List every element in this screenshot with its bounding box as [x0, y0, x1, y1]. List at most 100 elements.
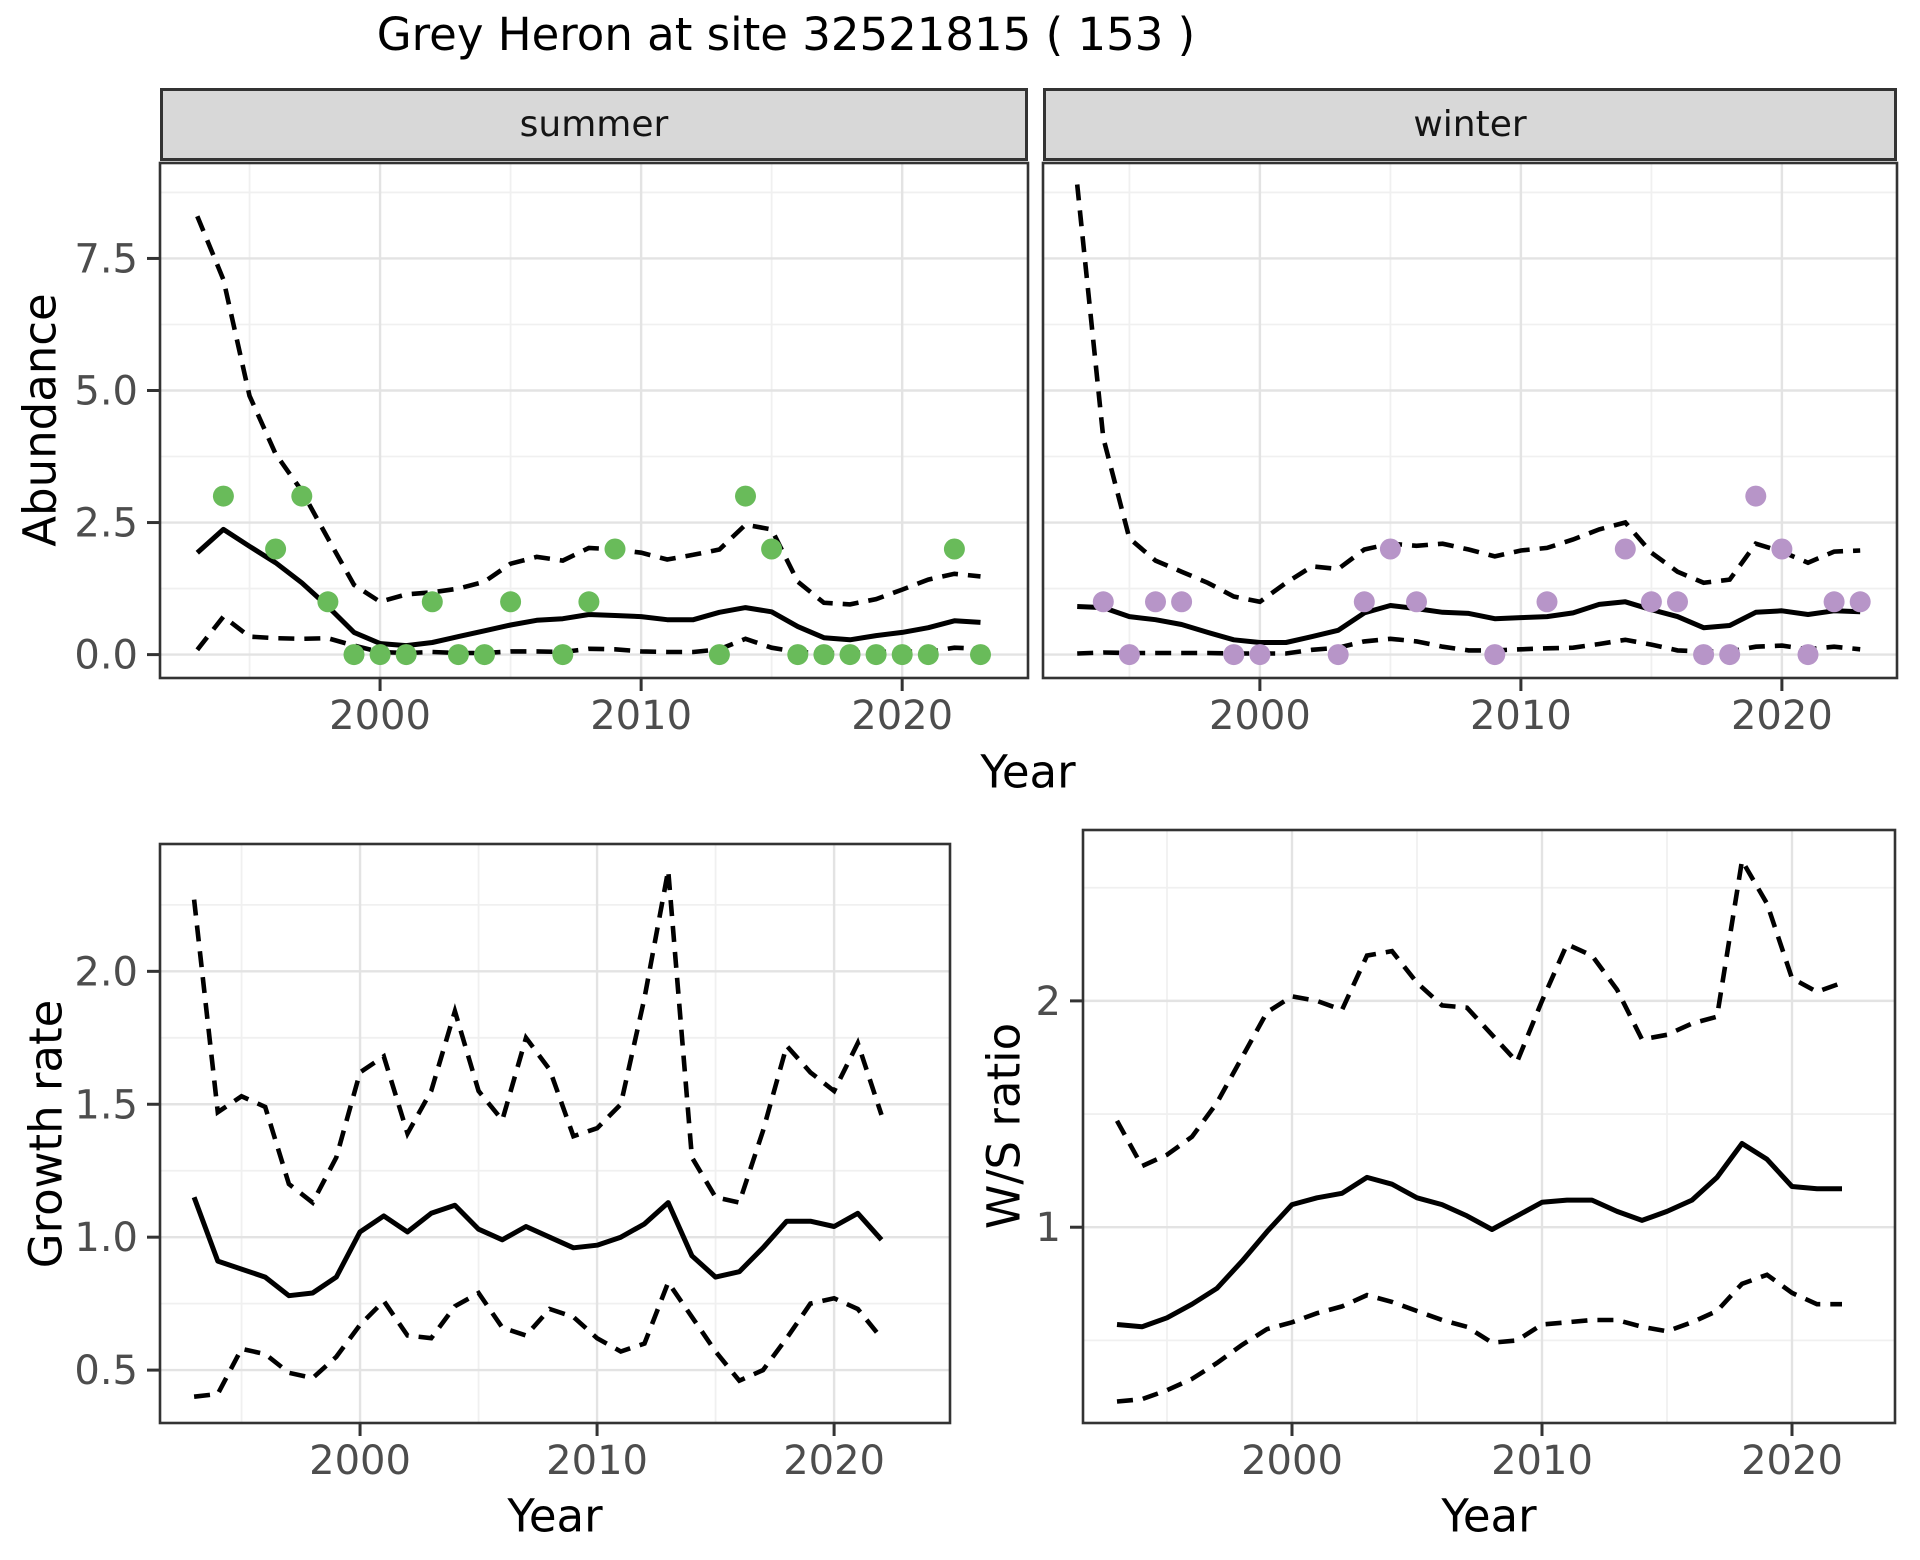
ws-ratio-axis-label: W/S ratio	[977, 1022, 1031, 1230]
gridlines	[160, 163, 1028, 678]
x-axis: 2000 2010 2020	[329, 678, 953, 739]
gridlines	[1083, 830, 1895, 1423]
observation-point	[1223, 644, 1245, 666]
facet-strip-winter-label: winter	[1413, 104, 1527, 145]
observation-point	[1145, 591, 1166, 613]
facet-strip-summer-label: summer	[519, 104, 669, 145]
observation-point	[761, 538, 783, 560]
panel-border	[158, 161, 1030, 680]
x-tick-label: 2000	[1241, 1438, 1343, 1484]
x-axis: 2000 2010 2020	[1209, 678, 1833, 739]
y-tick-label: 1	[1036, 1205, 1061, 1251]
fitted-mean-line	[191, 1196, 884, 1299]
observation-point	[1614, 538, 1636, 560]
x-tick-label: 2010	[1470, 693, 1572, 739]
observation-point	[1693, 644, 1715, 666]
y-tick-label: 2.0	[74, 949, 138, 995]
growth-rate-axis-label: Growth rate	[19, 999, 73, 1269]
observation-point	[839, 644, 861, 666]
observation-point	[1823, 591, 1845, 613]
upper-ci-line	[191, 869, 884, 1207]
gridlines	[1043, 163, 1897, 678]
y-tick-label: 7.5	[74, 236, 138, 282]
panel-ws-ratio: 2000 2010 2020 1 2	[1036, 828, 1897, 1484]
observation-point	[1771, 538, 1793, 560]
observation-point	[891, 644, 913, 666]
x-tick-label: 2010	[1491, 1438, 1593, 1484]
observation-point	[787, 644, 809, 666]
y-tick-label: 2.5	[74, 501, 138, 547]
observation-point	[970, 644, 991, 666]
lower-ci-line	[1116, 1272, 1842, 1404]
abundance-axis-label: Abundance	[13, 293, 67, 547]
y-tick-label: 1.0	[74, 1215, 138, 1261]
observation-point	[578, 591, 600, 613]
panel-abundance-summer: 2000 2010 2020 0.0 2.5 5.0 7.5	[74, 161, 1030, 739]
observation-point	[343, 644, 365, 666]
fitted-mean-line	[1116, 1141, 1842, 1330]
observation-point	[1849, 591, 1871, 613]
panel-border	[1041, 161, 1899, 680]
panel-abundance-winter: 2000 2010 2020	[1041, 161, 1899, 739]
x-axis: 2000 2010 2020	[1241, 1423, 1843, 1484]
observation-point	[1118, 644, 1140, 666]
x-tick-label: 2000	[1209, 693, 1311, 739]
observation-point	[1719, 644, 1741, 666]
observation-point	[395, 644, 417, 666]
observation-points	[212, 485, 991, 666]
y-tick-label: 0.0	[74, 633, 138, 679]
y-tick-label: 5.0	[74, 368, 138, 414]
observation-point	[1353, 591, 1375, 613]
y-tick-label: 2	[1036, 979, 1061, 1025]
observation-point	[1171, 591, 1193, 613]
observation-point	[708, 644, 730, 666]
upper-ci-line	[1074, 184, 1861, 605]
observation-point	[1640, 591, 1662, 613]
panel-border	[158, 842, 952, 1425]
observation-point	[317, 591, 339, 613]
observation-point	[474, 644, 495, 666]
panel-growth-rate: 2000 2010 2020 0.5 1.0 1.5 2.0	[74, 842, 952, 1484]
observation-point	[943, 538, 965, 560]
observation-point	[421, 591, 443, 613]
observation-point	[917, 644, 939, 666]
fitted-mean-line	[1077, 599, 1861, 645]
y-tick-label: 0.5	[74, 1348, 138, 1394]
observation-point	[447, 644, 469, 666]
observation-point	[1484, 644, 1506, 666]
observation-point	[1379, 538, 1401, 560]
figure-title: Grey Heron at site 32521815 ( 153 )	[376, 8, 1196, 61]
upper-ci-line	[1114, 853, 1843, 1170]
upper-ci-line	[195, 215, 981, 607]
observation-point	[1092, 591, 1114, 613]
observation-point	[1667, 591, 1688, 613]
growth-x-axis-label: Year	[507, 1489, 603, 1543]
observation-point	[1797, 644, 1819, 666]
x-tick-label: 2010	[590, 693, 692, 739]
lower-ci-line	[195, 613, 981, 656]
x-tick-label: 2020	[1741, 1438, 1843, 1484]
observation-point	[1745, 485, 1767, 507]
observation-points	[1092, 485, 1871, 666]
x-tick-label: 2020	[783, 1438, 885, 1484]
lower-ci-line	[1077, 636, 1861, 656]
x-axis: 2000 2010 2020	[309, 1423, 885, 1484]
observation-point	[265, 538, 287, 560]
y-tick-label: 1.5	[74, 1082, 138, 1128]
observation-point	[1249, 644, 1271, 666]
observation-point	[291, 485, 313, 507]
observation-point	[369, 644, 391, 666]
ws-x-axis-label: Year	[1441, 1489, 1537, 1543]
panel-border	[1081, 828, 1897, 1425]
observation-point	[212, 485, 234, 507]
facet-strip-winter: winter	[1043, 88, 1897, 161]
y-axis: 0.5 1.0 1.5 2.0	[74, 949, 160, 1394]
top-x-axis-label: Year	[980, 745, 1076, 799]
x-tick-label: 2020	[851, 693, 953, 739]
x-tick-label: 2020	[1731, 693, 1833, 739]
gridlines	[160, 844, 950, 1423]
x-tick-label: 2000	[309, 1438, 411, 1484]
observation-point	[604, 538, 626, 560]
x-tick-label: 2010	[546, 1438, 648, 1484]
